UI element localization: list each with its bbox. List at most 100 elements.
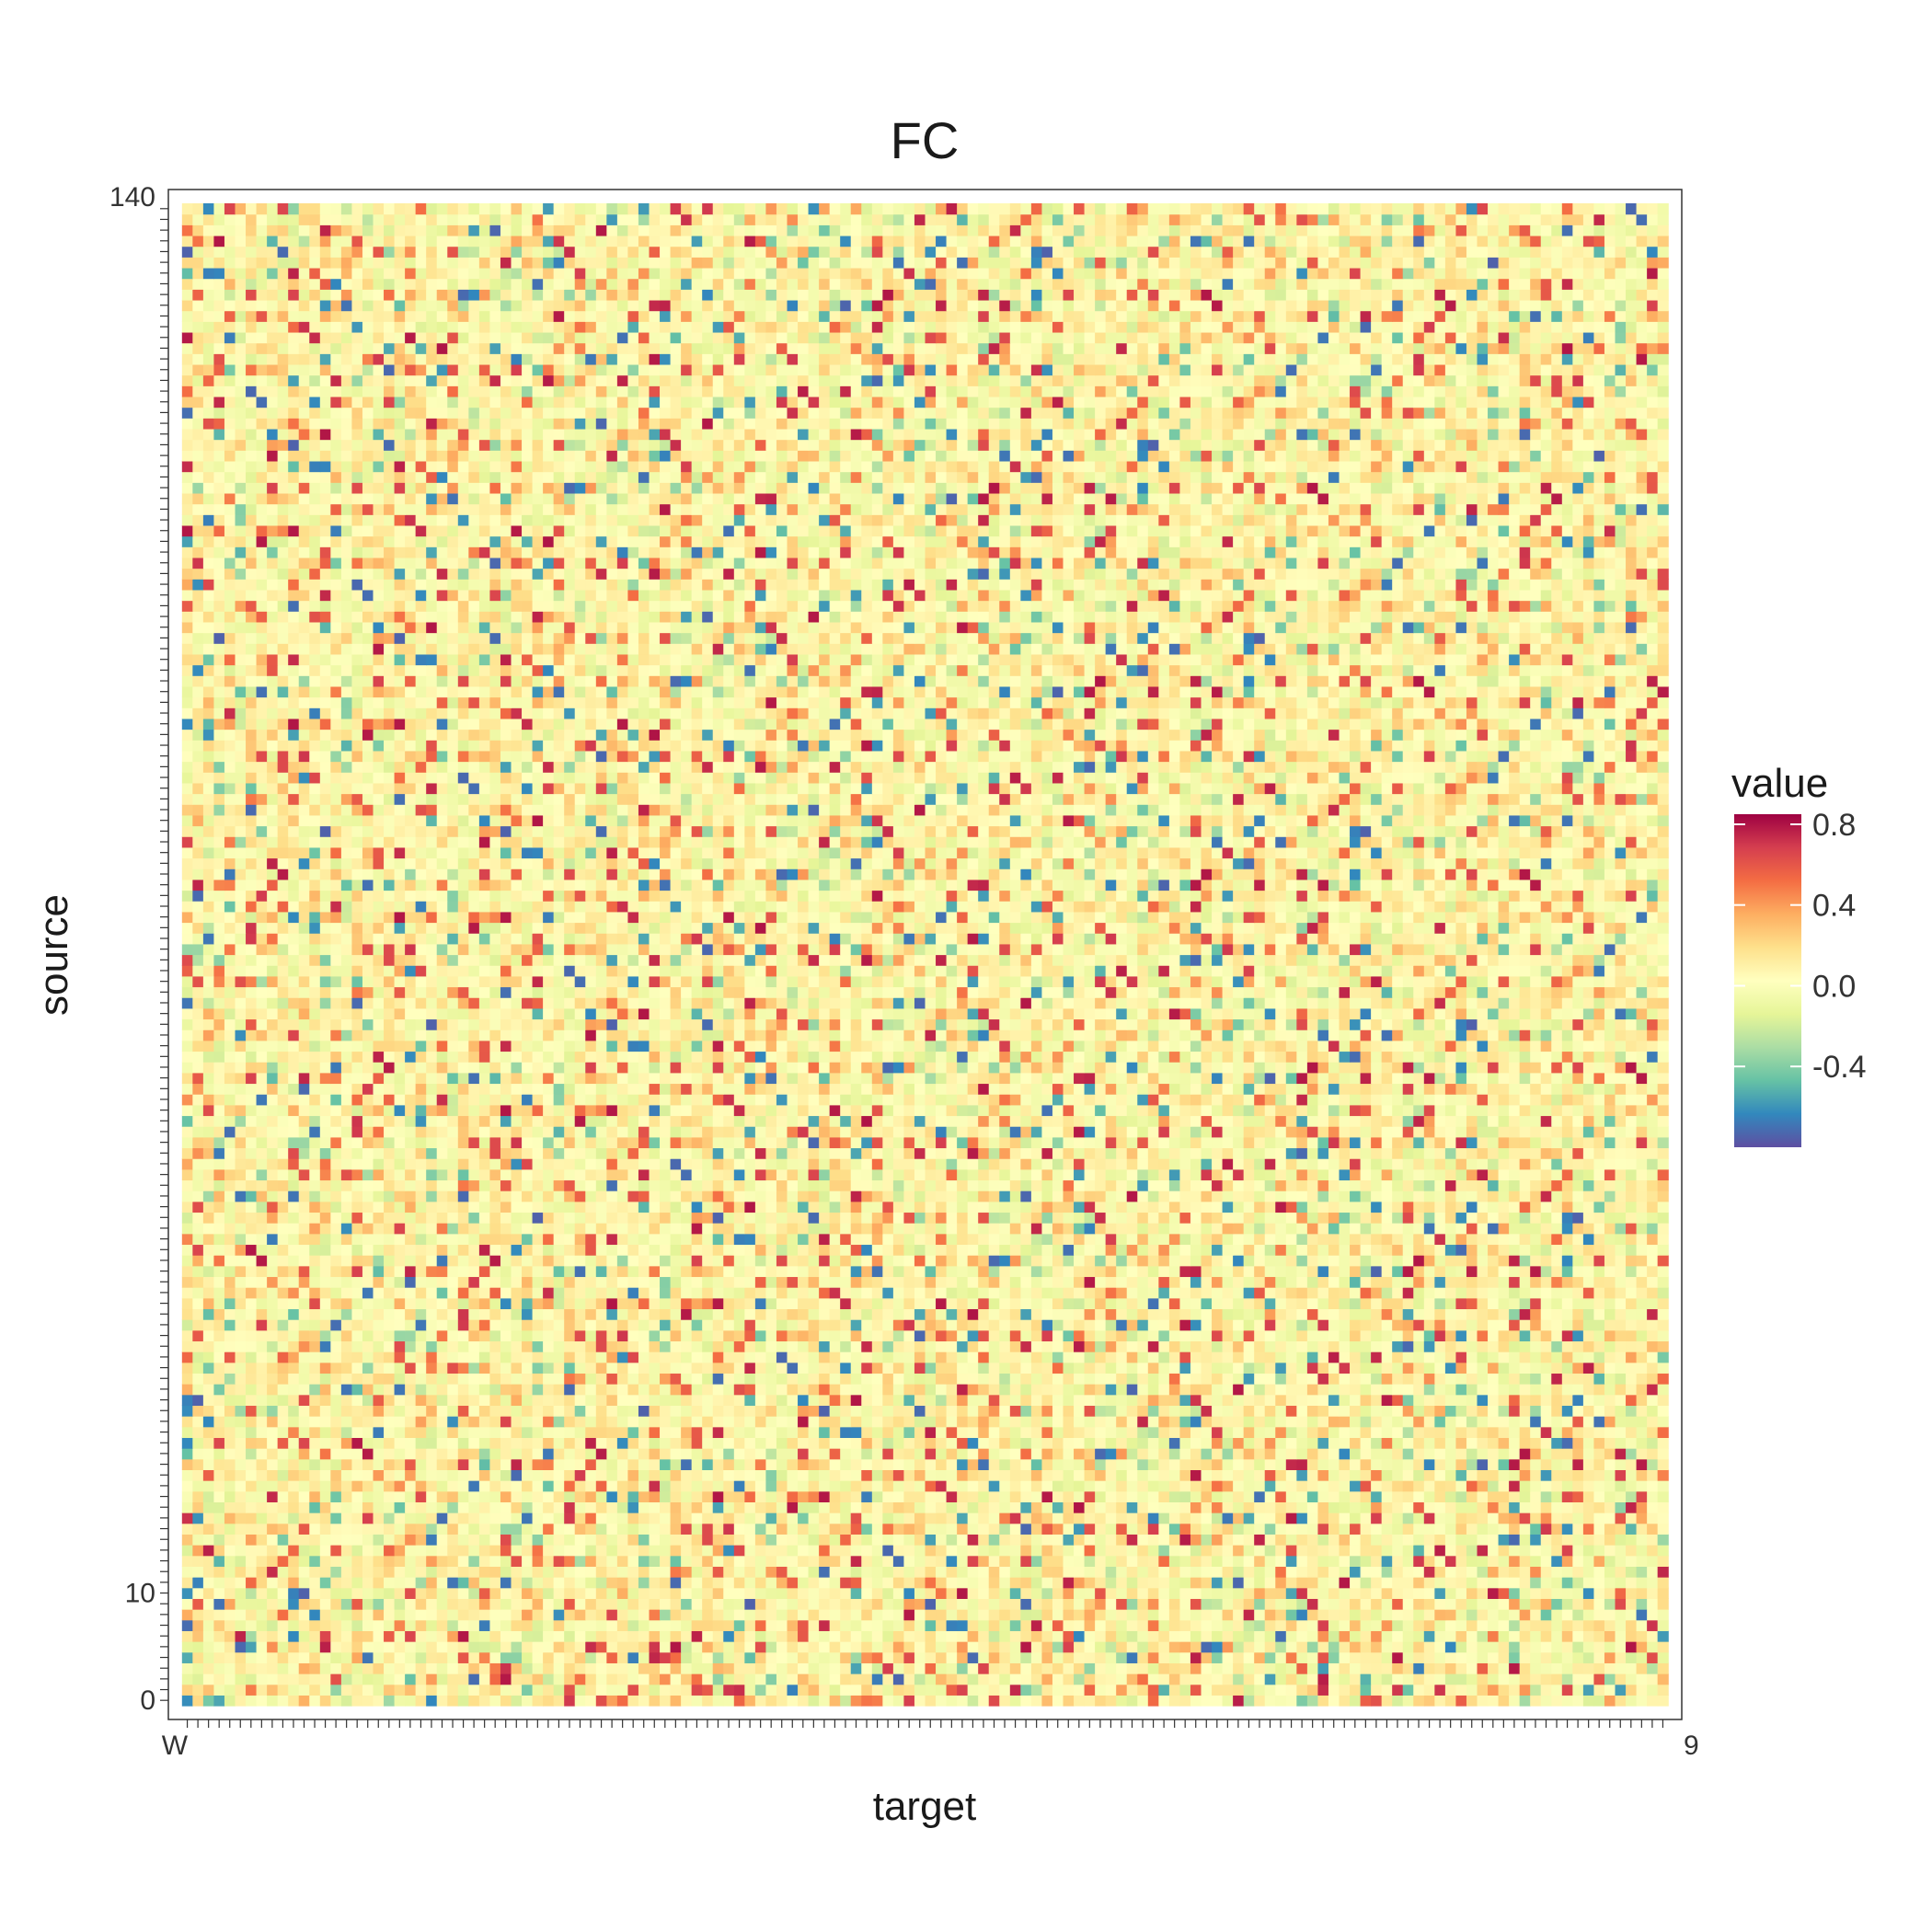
heatmap-cell bbox=[840, 1405, 852, 1417]
heatmap-cell bbox=[340, 1641, 353, 1653]
heatmap-cell bbox=[1296, 1566, 1308, 1578]
heatmap-cell bbox=[819, 1534, 831, 1546]
heatmap-cell bbox=[978, 1684, 990, 1696]
heatmap-cell bbox=[691, 1319, 703, 1331]
heatmap-cell bbox=[1285, 1566, 1297, 1578]
heatmap-cell bbox=[235, 1416, 247, 1428]
heatmap-cell bbox=[500, 1534, 512, 1546]
heatmap-cell bbox=[1222, 1534, 1234, 1546]
heatmap-cell bbox=[585, 1662, 597, 1674]
heatmap-cell bbox=[1626, 1340, 1638, 1352]
heatmap-cell bbox=[213, 1651, 225, 1663]
heatmap-cell bbox=[1317, 1469, 1329, 1481]
heatmap-cell bbox=[1137, 1501, 1149, 1513]
heatmap-cell bbox=[819, 1469, 831, 1481]
heatmap-cell bbox=[1063, 1384, 1075, 1396]
heatmap-cell bbox=[702, 1641, 714, 1653]
heatmap-cell bbox=[1084, 1394, 1096, 1407]
heatmap-cell bbox=[415, 1512, 427, 1524]
heatmap-cell bbox=[213, 1630, 225, 1642]
heatmap-cell bbox=[925, 1619, 937, 1631]
heatmap-cell bbox=[1519, 1577, 1531, 1589]
heatmap-cell bbox=[1084, 1587, 1096, 1599]
heatmap-cell bbox=[415, 1351, 427, 1363]
heatmap-cell bbox=[1444, 1577, 1457, 1589]
heatmap-cell bbox=[384, 1448, 396, 1460]
heatmap-cell bbox=[914, 1384, 926, 1396]
heatmap-cell bbox=[1063, 1416, 1075, 1428]
heatmap-cell bbox=[1519, 1598, 1531, 1610]
heatmap-cell bbox=[564, 1384, 576, 1396]
heatmap-cell bbox=[1540, 1673, 1552, 1685]
heatmap-cell bbox=[754, 1458, 767, 1470]
heatmap-cell bbox=[808, 1329, 820, 1342]
heatmap-cell bbox=[616, 1501, 629, 1513]
heatmap-cell bbox=[181, 1619, 193, 1631]
heatmap-cell bbox=[457, 1641, 469, 1653]
heatmap-cell bbox=[246, 1394, 258, 1407]
heatmap-cell bbox=[723, 1384, 735, 1396]
heatmap-cell bbox=[489, 1587, 501, 1599]
heatmap-cell bbox=[478, 1512, 491, 1524]
heatmap-cell bbox=[1074, 1480, 1086, 1492]
heatmap-cell bbox=[1572, 1405, 1584, 1417]
heatmap-cell bbox=[298, 1577, 310, 1589]
heatmap-cell bbox=[1615, 1695, 1627, 1707]
heatmap-cell bbox=[340, 1448, 353, 1460]
heatmap-cell bbox=[702, 1501, 714, 1513]
heatmap-cell bbox=[1561, 1426, 1573, 1439]
heatmap-cell bbox=[616, 1695, 629, 1707]
heatmap-cell bbox=[1540, 1555, 1552, 1567]
heatmap-cell bbox=[776, 1437, 788, 1449]
heatmap-cell bbox=[712, 1651, 724, 1663]
heatmap-cell bbox=[595, 1673, 607, 1685]
heatmap-cell bbox=[1498, 1662, 1510, 1674]
heatmap-cell bbox=[1360, 1437, 1372, 1449]
heatmap-cell bbox=[702, 1351, 714, 1363]
heatmap-cell bbox=[1168, 1598, 1181, 1610]
heatmap-cell bbox=[1126, 1641, 1138, 1653]
heatmap-cell bbox=[765, 1512, 777, 1524]
heatmap-cell bbox=[405, 1619, 417, 1631]
heatmap-cell bbox=[733, 1394, 745, 1407]
heatmap-cell bbox=[574, 1695, 586, 1707]
heatmap-cell bbox=[988, 1405, 1000, 1417]
heatmap-cell bbox=[1074, 1351, 1086, 1363]
heatmap-cell bbox=[1254, 1684, 1266, 1696]
heatmap-cell bbox=[999, 1469, 1011, 1481]
heatmap-cell bbox=[1275, 1490, 1287, 1502]
heatmap-cell bbox=[1572, 1426, 1584, 1439]
heatmap-cell bbox=[267, 1340, 279, 1352]
heatmap-cell bbox=[670, 1351, 682, 1363]
heatmap-cell bbox=[723, 1351, 735, 1363]
heatmap-cell bbox=[1222, 1566, 1234, 1578]
heatmap-cell bbox=[1168, 1609, 1181, 1621]
heatmap-cell bbox=[373, 1373, 385, 1385]
heatmap-cell bbox=[1105, 1598, 1117, 1610]
heatmap-cell bbox=[500, 1394, 512, 1407]
heatmap-cell bbox=[298, 1534, 310, 1546]
heatmap-cell bbox=[978, 1384, 990, 1396]
heatmap-cell bbox=[426, 1630, 438, 1642]
heatmap-cell bbox=[829, 1416, 841, 1428]
heatmap-cell bbox=[1413, 1351, 1425, 1363]
heatmap-cell bbox=[298, 1362, 310, 1374]
heatmap-cell bbox=[235, 1695, 247, 1707]
heatmap-cell bbox=[1444, 1437, 1457, 1449]
heatmap-cell bbox=[1636, 1651, 1648, 1663]
heatmap-cell bbox=[1306, 1384, 1319, 1396]
heatmap-cell bbox=[256, 1651, 268, 1663]
heatmap-cell bbox=[1147, 1405, 1159, 1417]
heatmap-cell bbox=[670, 1695, 682, 1707]
heatmap-cell bbox=[1030, 1630, 1043, 1642]
heatmap-cell bbox=[202, 1384, 215, 1396]
heatmap-cell bbox=[1509, 1448, 1521, 1460]
heatmap-cell bbox=[660, 1695, 672, 1707]
heatmap-cell bbox=[946, 1555, 958, 1567]
heatmap-cell bbox=[808, 1490, 820, 1502]
heatmap-cell bbox=[1402, 1340, 1414, 1352]
heatmap-cell bbox=[808, 1319, 820, 1331]
heatmap-cell bbox=[1657, 1362, 1669, 1374]
heatmap-cell bbox=[627, 1619, 639, 1631]
heatmap-cell bbox=[616, 1534, 629, 1546]
